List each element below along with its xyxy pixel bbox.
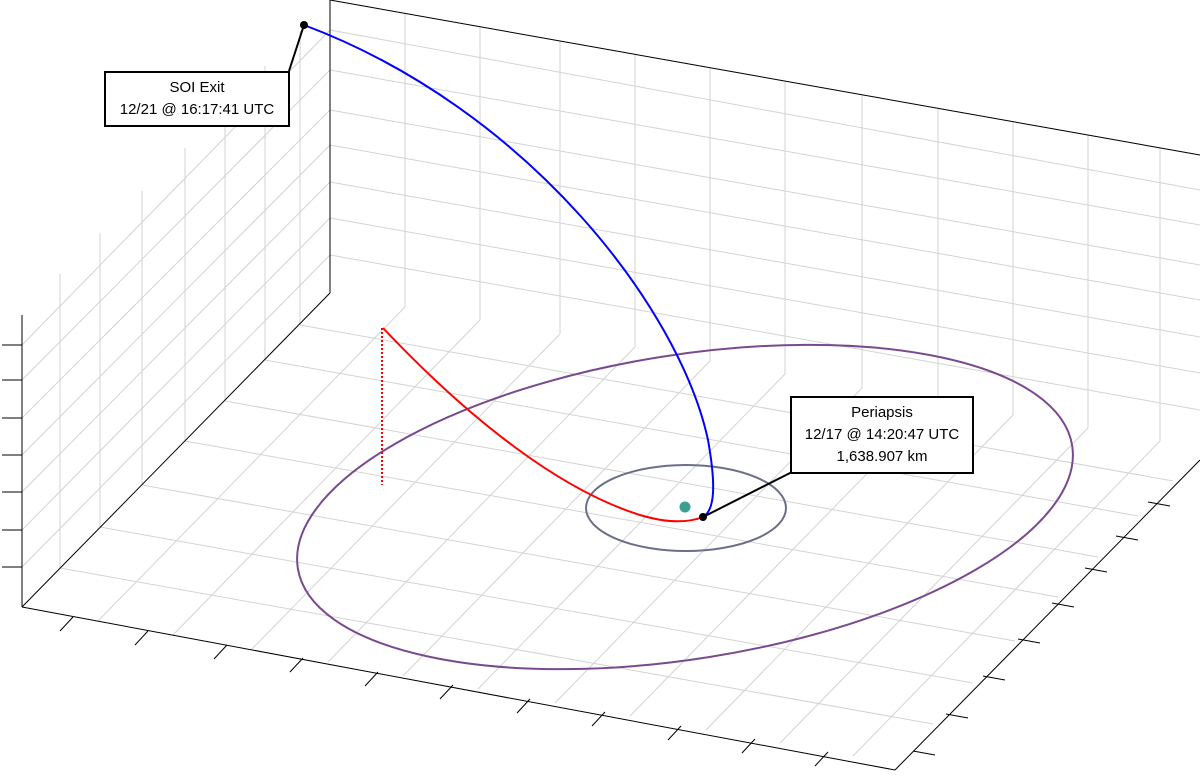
y-axis-tick	[945, 713, 969, 719]
floor-gridline	[172, 319, 481, 636]
left-wall-grid	[21, 29, 331, 568]
left-wall-gridline	[21, 217, 331, 531]
floor-gridline	[779, 427, 1089, 744]
back-wall-gridline	[329, 29, 1200, 191]
central-body	[679, 501, 691, 513]
left-wall-gridline	[21, 254, 331, 568]
y-axis-tick	[912, 750, 936, 756]
inner-orbit-ellipse	[585, 464, 787, 552]
back-wall-gridline	[329, 144, 1200, 301]
y-axis-tick	[982, 675, 1006, 681]
back-wall-gridline	[329, 69, 1200, 226]
floor-gridline	[402, 360, 711, 677]
floor-gridline	[299, 324, 1174, 482]
floor-gridline	[852, 440, 1161, 757]
left-wall-gridline	[21, 181, 331, 493]
floor-gridline	[264, 359, 1139, 517]
floor-gridline	[59, 567, 934, 725]
x-axis-tick	[439, 684, 454, 700]
y-axis-tick	[1017, 638, 1041, 644]
soi-exit-leader-line	[288, 24, 305, 72]
back-wall-gridline	[329, 109, 1200, 266]
front-floor-edge	[21, 606, 896, 771]
y-axis-tick	[1115, 535, 1139, 541]
x-axis-tick	[59, 616, 74, 632]
back-wall-gridline	[329, 181, 1200, 338]
soi-exit-time: 12/21 @ 16:17:41 UTC	[119, 101, 275, 118]
left-wall-gridline	[21, 144, 331, 456]
outer-orbit-ellipse	[296, 343, 1074, 671]
y-axis-tick	[1147, 501, 1171, 507]
back-wall-gridline	[329, 217, 1200, 374]
outbound-trajectory	[303, 24, 715, 518]
floor-gridline	[97, 306, 406, 622]
periapsis-altitude: 1,638.907 km	[836, 448, 928, 465]
periapsis-callout: Periapsis 12/17 @ 14:20:47 UTC 1,638.907…	[790, 396, 974, 474]
x-axis-tick	[667, 725, 682, 741]
floor-gridline	[224, 400, 1099, 558]
left-wall-gridline	[21, 109, 331, 419]
x-axis-tick	[213, 644, 228, 660]
periapsis-marker	[699, 513, 707, 521]
x-axis-tick	[741, 738, 756, 754]
floor-gridline	[184, 440, 1059, 598]
floor-gridline	[477, 373, 786, 690]
y-axis-tick	[1051, 602, 1075, 608]
floor-gridline	[99, 526, 974, 684]
floor-grid	[59, 306, 1174, 757]
left-floor-edge	[21, 292, 331, 608]
periapsis-time: 12/17 @ 14:20:47 UTC	[804, 426, 960, 443]
x-axis-tick	[134, 630, 149, 646]
periapsis-title: Periapsis	[851, 404, 913, 421]
soi-exit-marker	[300, 21, 308, 29]
floor-gridline	[141, 484, 1016, 642]
x-axis-tick	[516, 698, 531, 714]
y-axis-tick	[1084, 567, 1108, 573]
soi-exit-title: SOI Exit	[169, 79, 225, 96]
back-wall-top-edge	[329, 0, 1200, 156]
soi-exit-callout: SOI Exit 12/21 @ 16:17:41 UTC	[104, 71, 290, 127]
inbound-trajectory	[382, 327, 704, 523]
floor-gridline	[327, 346, 636, 663]
floor-gridline	[251, 333, 561, 650]
right-floor-edge	[894, 459, 1200, 771]
periapsis-leader-line	[702, 471, 793, 518]
tick-marks	[2, 344, 1171, 767]
back-wall-gridline	[329, 254, 1200, 411]
x-axis-tick	[814, 751, 829, 767]
x-axis-tick	[591, 711, 606, 727]
back-wall-grid	[329, 0, 1200, 441]
x-axis-tick	[364, 671, 379, 687]
x-axis-tick	[289, 657, 304, 673]
axis-box-edges	[21, 0, 1200, 771]
